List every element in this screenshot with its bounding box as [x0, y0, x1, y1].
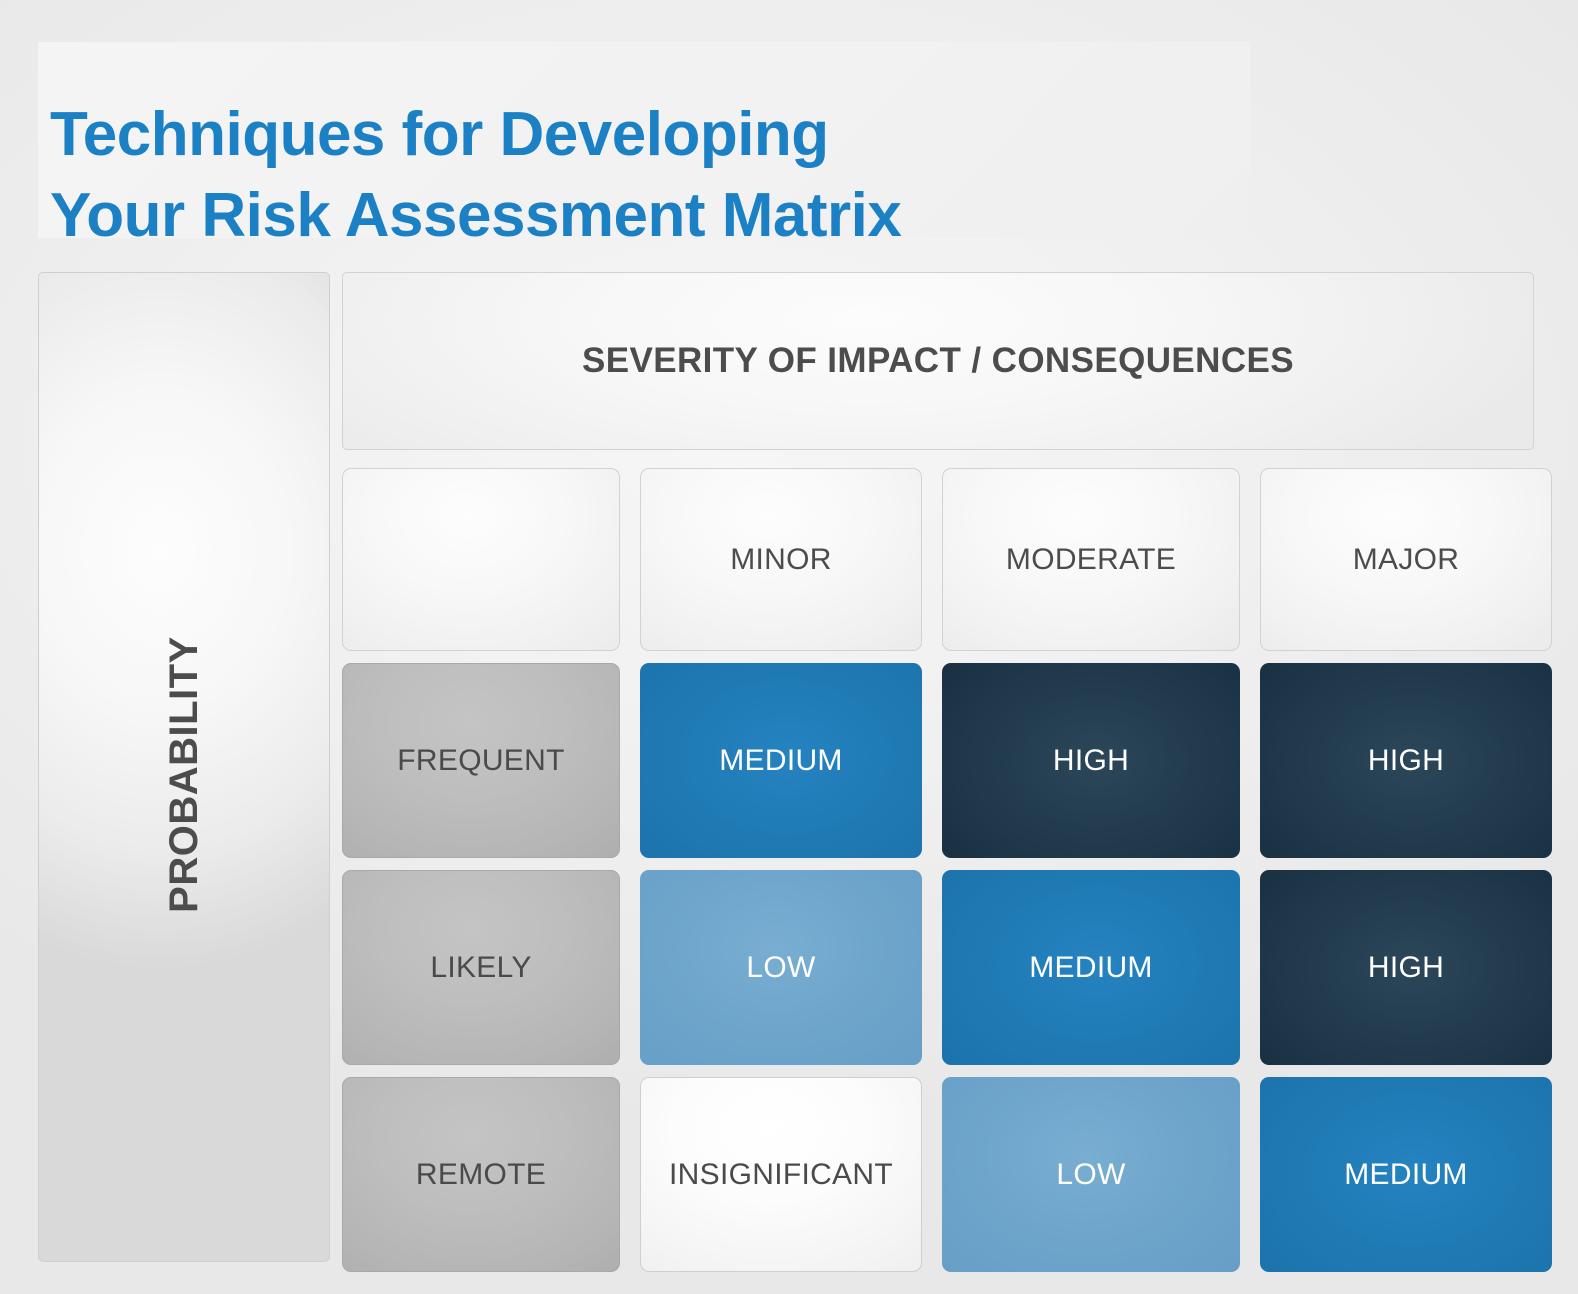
row-header-remote[interactable]: REMOTE [342, 1077, 620, 1272]
severity-axis-panel: SEVERITY OF IMPACT / CONSEQUENCES [342, 272, 1534, 450]
column-header-moderate[interactable]: MODERATE [942, 468, 1240, 651]
row-header-likely[interactable]: LIKELY [342, 870, 620, 1065]
cell-frequent-major[interactable]: HIGH [1260, 663, 1552, 858]
row-header-frequent[interactable]: FREQUENT [342, 663, 620, 858]
cell-likely-minor[interactable]: LOW [640, 870, 922, 1065]
cell-frequent-moderate[interactable]: HIGH [942, 663, 1240, 858]
cell-likely-moderate[interactable]: MEDIUM [942, 870, 1240, 1065]
cell-remote-minor[interactable]: INSIGNIFICANT [640, 1077, 922, 1272]
cell-frequent-minor[interactable]: MEDIUM [640, 663, 922, 858]
cell-remote-major[interactable]: MEDIUM [1260, 1077, 1552, 1272]
matrix-grid-area: SEVERITY OF IMPACT / CONSEQUENCES MINOR … [342, 272, 1552, 1272]
column-header-minor[interactable]: MINOR [640, 468, 922, 651]
page-title: Techniques for Developing Your Risk Asse… [50, 99, 902, 251]
matrix-cells: MINOR MODERATE MAJOR FREQUENT MEDIUM HIG… [342, 468, 1552, 1272]
probability-axis-panel: PROBABILITY [38, 272, 330, 1262]
title-block [38, 42, 1250, 238]
cell-likely-major[interactable]: HIGH [1260, 870, 1552, 1065]
risk-matrix: PROBABILITY SEVERITY OF IMPACT / CONSEQU… [38, 272, 1552, 1272]
severity-axis-label: SEVERITY OF IMPACT / CONSEQUENCES [581, 341, 1294, 380]
column-header-major[interactable]: MAJOR [1260, 468, 1552, 651]
probability-axis-label: PROBABILITY [161, 635, 206, 913]
cell-remote-moderate[interactable]: LOW [942, 1077, 1240, 1272]
matrix-corner-cell [342, 468, 620, 651]
